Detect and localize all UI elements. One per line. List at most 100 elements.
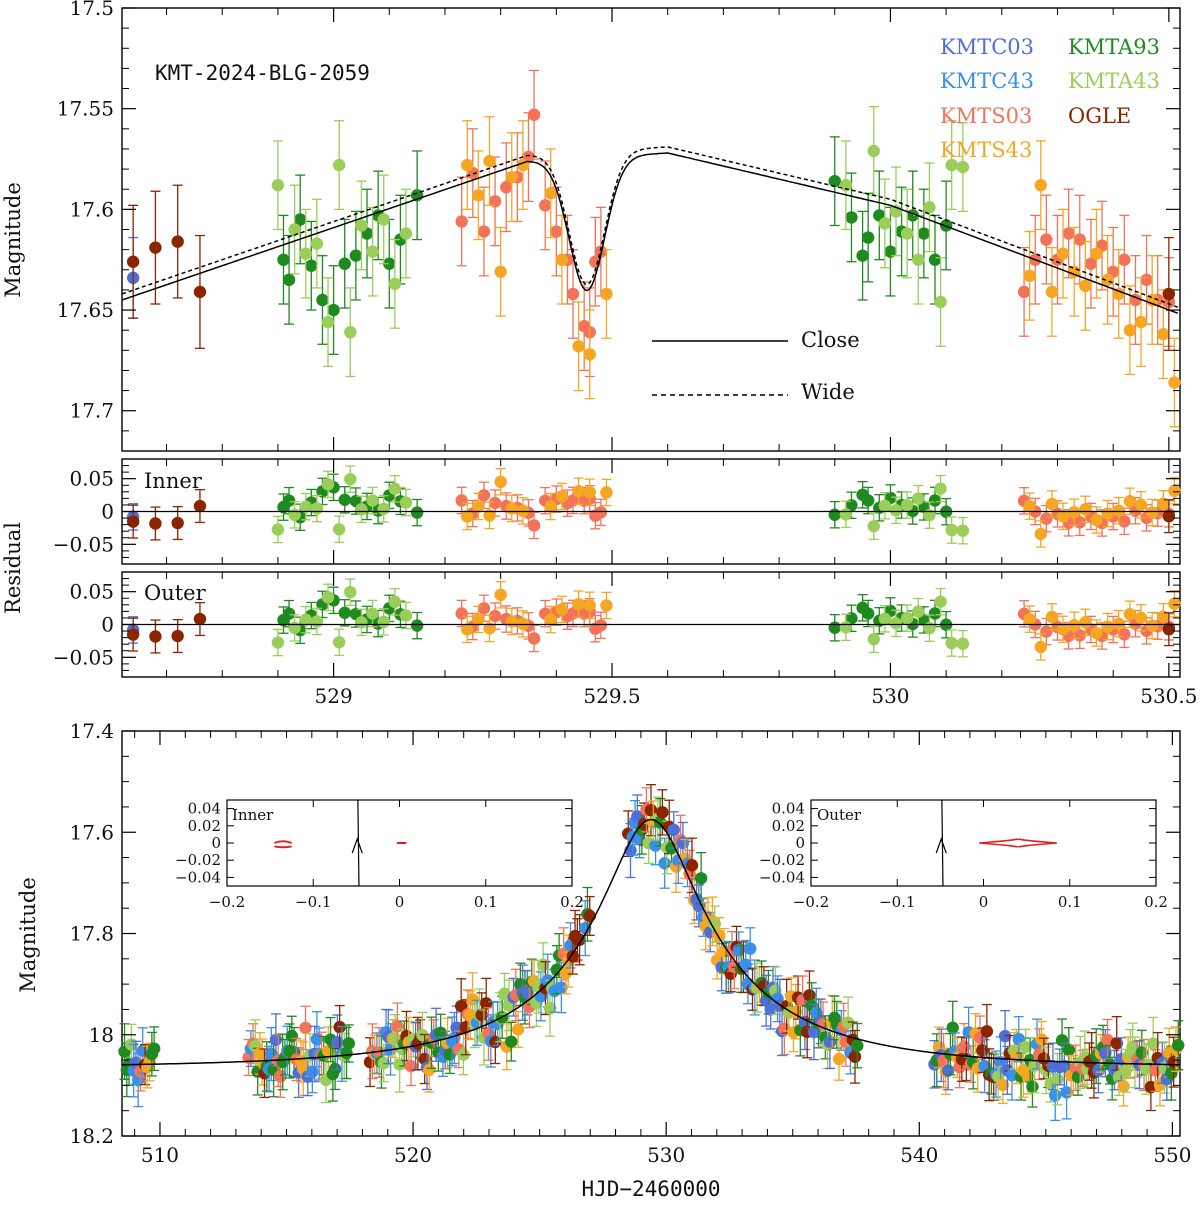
legend-kmts43: KMTS43 (940, 138, 1032, 162)
data-point-ogle (1162, 236, 1176, 351)
data-point-kmta43 (321, 277, 335, 368)
data-point-ogle (149, 190, 162, 305)
data-point-ogle (193, 234, 207, 349)
full-lc-point-kmta93 (147, 1026, 161, 1072)
inner-residual-point-kmta43 (332, 515, 346, 544)
data-point-kmts03 (455, 176, 468, 267)
data-point-kmts43 (544, 148, 557, 239)
inner-residual-point-kmta93 (856, 481, 869, 509)
outer-residual-point-kmta43 (900, 604, 914, 632)
outer-residual-point-kmts03 (455, 599, 468, 628)
tick-layer: 17.517.5517.617.6517.70.050−0.050.050−0.… (53, 0, 1198, 1167)
outer-residual-point-ogle (1162, 612, 1176, 647)
inner-residual-point-kmta43 (271, 515, 285, 544)
inner-residual-point-kmta93 (828, 500, 841, 529)
inner-residual-point-kmts43 (1101, 499, 1114, 528)
outer-residual-point-kmta43 (388, 588, 402, 616)
data-point-ogle (171, 184, 184, 299)
full-lc-point-kmta93 (1172, 1020, 1185, 1071)
outer-residual-point-kmts43 (1101, 612, 1114, 641)
data-point-kmts43 (1101, 234, 1114, 325)
data-point-kmta93 (305, 220, 318, 311)
inner-residual-point-kmts43 (583, 478, 596, 507)
trajectory-arrow-icon (351, 837, 363, 854)
inner-residual-point-kmta43 (321, 470, 335, 499)
legend-kmts03: KMTS03 (940, 104, 1032, 128)
inner-residual-point-kmts43 (461, 502, 474, 531)
inner-residual-point-kmts43 (555, 482, 569, 511)
data-point-kmta93 (360, 188, 374, 279)
inset-x-tick-label: 0.2 (1144, 893, 1168, 911)
inner-residual-point-kmta43 (900, 491, 914, 519)
data-point-kmta43 (889, 166, 903, 257)
model-layer (121, 146, 1180, 1066)
data-point-kmts43 (1112, 248, 1125, 339)
wide-legend-label: Wide (801, 380, 855, 404)
data-point-kmts43 (461, 120, 474, 211)
data-point-kmta93 (917, 188, 931, 279)
outer-y-tick-label: 0.05 (69, 580, 114, 604)
bottom-y-tick-label: 18.2 (69, 1124, 114, 1148)
bottom-x-tick-label: 550 (1153, 1143, 1191, 1167)
legend-kmtc43: KMTC43 (940, 69, 1034, 93)
inner-residual-point-ogle (171, 505, 184, 541)
top-y-tick-label: 17.65 (57, 298, 114, 322)
outer-x-tick-label: 529 (315, 684, 353, 708)
inner-residual-point-kmts43 (1145, 498, 1159, 527)
inner-residual-point-kmts43 (544, 492, 557, 521)
outer-residual-point-kmts03 (527, 624, 541, 653)
bottom-x-tick-label: 520 (394, 1143, 432, 1167)
inset-y-tick-label: 0 (211, 834, 221, 852)
inner-y-tick-label: 0.05 (69, 467, 114, 491)
outer-residual-point-ogle (126, 617, 140, 652)
inset-y-tick-label: 0 (795, 834, 805, 852)
top-y-tick-label: 17.5 (69, 0, 114, 20)
outer-y-tick-label: 0 (101, 613, 114, 637)
data-point-kmts03 (1062, 188, 1075, 279)
outer-residual-point-kmta43 (355, 608, 368, 637)
data-point-kmts03 (1040, 194, 1053, 285)
data-point-kmts03 (500, 142, 513, 233)
full-lc-point-kmtc43 (384, 1023, 397, 1076)
inner-residual-point-kmta43 (923, 501, 936, 529)
data-point-kmta43 (934, 257, 947, 347)
inner-residual-point-kmts43 (516, 497, 530, 525)
inner-residual-point-ogle (126, 504, 140, 539)
outer-residual-point-kmta93 (338, 599, 351, 627)
data-point-kmts03 (1140, 234, 1153, 325)
inset-x-tick-label: 0.1 (1058, 893, 1082, 911)
data-point-kmta43 (956, 122, 970, 213)
inner-residual-point-kmts43 (1112, 496, 1125, 525)
inset-y-tick-label: −0.04 (759, 868, 805, 886)
close-legend-label: Close (801, 328, 860, 352)
legend-kmta93: KMTA93 (1068, 35, 1160, 59)
chart-title: KMT-2024-BLG-2059 (155, 61, 370, 85)
data-point-kmts43 (1023, 230, 1036, 321)
outer-residual-point-kmta43 (867, 625, 880, 654)
outer-x-tick-label: 530 (871, 684, 909, 708)
inner-residual-point-kmta43 (889, 496, 903, 525)
bottom-y-tick-label: 17.6 (69, 820, 114, 844)
top-y-tick-label: 17.7 (69, 399, 114, 423)
outer-residual-point-kmts43 (494, 581, 507, 609)
inner-residual-point-kmta43 (934, 474, 947, 503)
x-axis-label: HJD−2460000 (581, 1177, 720, 1201)
bottom-x-tick-label: 530 (647, 1143, 685, 1167)
data-point-kmta43 (332, 120, 346, 211)
inner-residual-point-kmta43 (945, 516, 958, 544)
outer-residual-point-kmta43 (889, 609, 903, 638)
inner-residual-point-kmta43 (956, 516, 970, 545)
full-lc-point-kmtc43 (732, 931, 746, 969)
data-point-kmta43 (867, 106, 880, 196)
inner-residual-point-kmts43 (1134, 491, 1148, 519)
data-point-kmts43 (1056, 208, 1070, 299)
inner-y-tick-label: −0.05 (53, 532, 114, 556)
y-axis-label-residual: Residual (1, 522, 25, 614)
inner-residual-point-kmta43 (344, 465, 357, 493)
data-point-kmta93 (293, 174, 307, 265)
full-lc-point-ogle (780, 978, 793, 1034)
full-lc-point-kmta93 (694, 852, 708, 905)
outer-residual-point-kmta43 (271, 628, 285, 657)
